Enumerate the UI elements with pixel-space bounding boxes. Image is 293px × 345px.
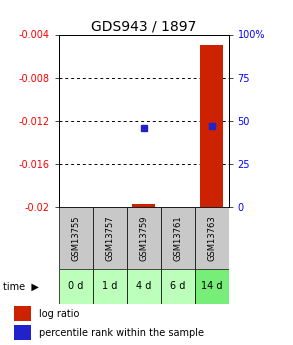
Bar (195, 269, 229, 304)
Bar (200, 45, 224, 207)
Bar (127, 207, 161, 269)
Text: 14 d: 14 d (201, 282, 222, 291)
Bar (161, 269, 195, 304)
Bar (127, 269, 161, 304)
Bar (93, 269, 127, 304)
Text: log ratio: log ratio (39, 309, 79, 319)
Text: GSM13757: GSM13757 (105, 215, 114, 261)
Text: GSM13755: GSM13755 (71, 215, 80, 261)
Bar (132, 204, 156, 207)
Text: percentile rank within the sample: percentile rank within the sample (39, 328, 204, 338)
Text: GSM13759: GSM13759 (139, 215, 148, 261)
Bar (161, 207, 195, 269)
Text: GSM13761: GSM13761 (173, 215, 182, 261)
Text: 0 d: 0 d (68, 282, 83, 291)
Bar (195, 207, 229, 269)
Text: 1 d: 1 d (102, 282, 117, 291)
Bar (59, 269, 93, 304)
Bar (93, 207, 127, 269)
Title: GDS943 / 1897: GDS943 / 1897 (91, 19, 196, 33)
Text: GSM13763: GSM13763 (207, 215, 216, 261)
Text: 4 d: 4 d (136, 282, 151, 291)
Bar (14, 325, 31, 339)
Text: 6 d: 6 d (170, 282, 185, 291)
Bar (59, 207, 93, 269)
Text: time  ▶: time ▶ (3, 282, 39, 291)
Bar (14, 306, 31, 321)
